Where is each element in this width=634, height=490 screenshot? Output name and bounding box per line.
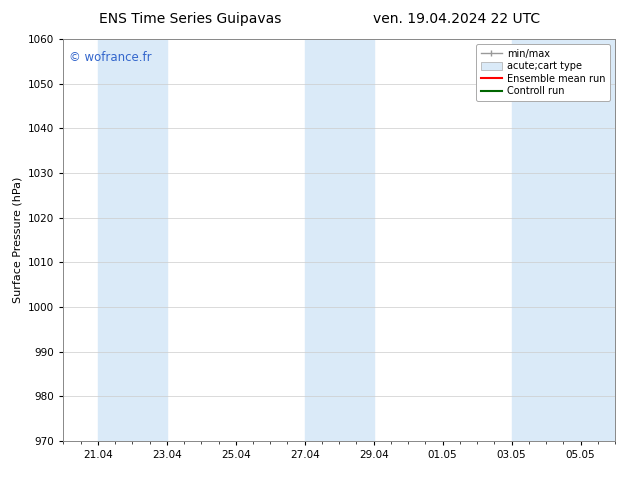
Bar xyxy=(305,39,373,441)
Legend: min/max, acute;cart type, Ensemble mean run, Controll run: min/max, acute;cart type, Ensemble mean … xyxy=(476,44,610,101)
Bar xyxy=(98,39,167,441)
Text: ven. 19.04.2024 22 UTC: ven. 19.04.2024 22 UTC xyxy=(373,12,540,26)
Bar xyxy=(512,39,634,441)
Text: ENS Time Series Guipavas: ENS Time Series Guipavas xyxy=(99,12,281,26)
Y-axis label: Surface Pressure (hPa): Surface Pressure (hPa) xyxy=(13,177,23,303)
Text: © wofrance.fr: © wofrance.fr xyxy=(69,51,152,64)
